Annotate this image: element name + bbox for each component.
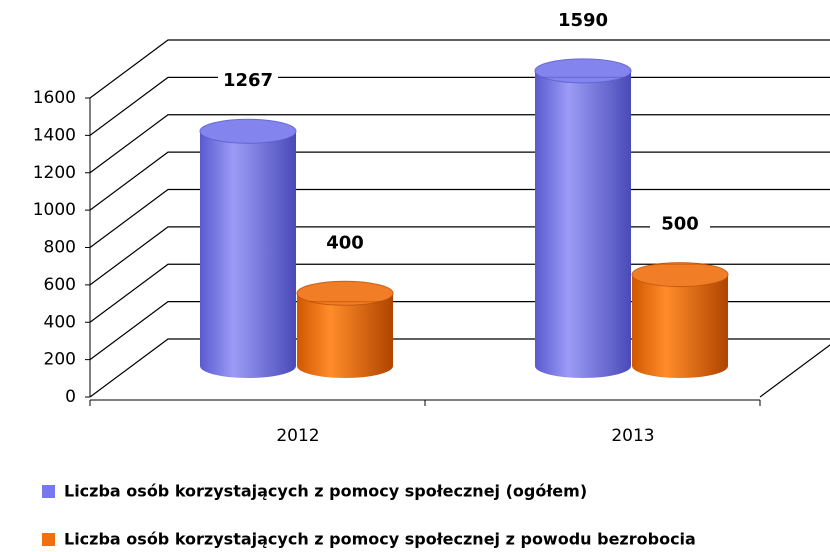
cylinder — [296, 280, 394, 378]
legend-swatch — [42, 485, 55, 498]
y-tick-label: 600 — [44, 275, 76, 295]
bar — [535, 70, 631, 379]
y-tick-label: 400 — [44, 312, 76, 332]
y-tick-label: 1600 — [33, 88, 76, 108]
cylinder — [534, 58, 632, 379]
bar-top — [199, 118, 297, 144]
bar-top — [534, 58, 632, 84]
legend-swatch — [42, 533, 55, 546]
y-tick-label: 200 — [44, 350, 76, 370]
y-tick-label: 800 — [44, 238, 76, 258]
bar-top — [296, 280, 394, 306]
legend-label: Liczba osób korzystających z pomocy społ… — [64, 482, 587, 501]
grid-line — [89, 76, 830, 136]
bar-top — [631, 262, 729, 288]
data-label: 1590 — [558, 10, 608, 31]
legend-label: Liczba osób korzystających z pomocy społ… — [64, 530, 696, 549]
cylinder — [631, 262, 729, 378]
data-label: 400 — [326, 232, 364, 253]
bar — [297, 293, 393, 378]
y-tick-label: 0 — [65, 387, 76, 407]
x-tick-label: 2013 — [611, 426, 654, 446]
y-tick-label: 1000 — [33, 200, 76, 220]
y-tick-label: 1400 — [33, 125, 76, 145]
data-label-bg — [650, 211, 710, 238]
data-label: 500 — [661, 214, 699, 235]
data-label-bg — [553, 7, 613, 34]
bar — [632, 274, 728, 378]
data-label-bg — [315, 230, 375, 257]
grid-line — [89, 39, 830, 99]
y-tick-label: 1200 — [33, 163, 76, 183]
bar — [200, 131, 296, 378]
x-tick-label: 2012 — [276, 426, 319, 446]
floor-edge — [759, 344, 830, 398]
data-label: 1267 — [223, 70, 273, 91]
cylinder — [199, 118, 297, 378]
data-label-bg — [218, 68, 278, 95]
